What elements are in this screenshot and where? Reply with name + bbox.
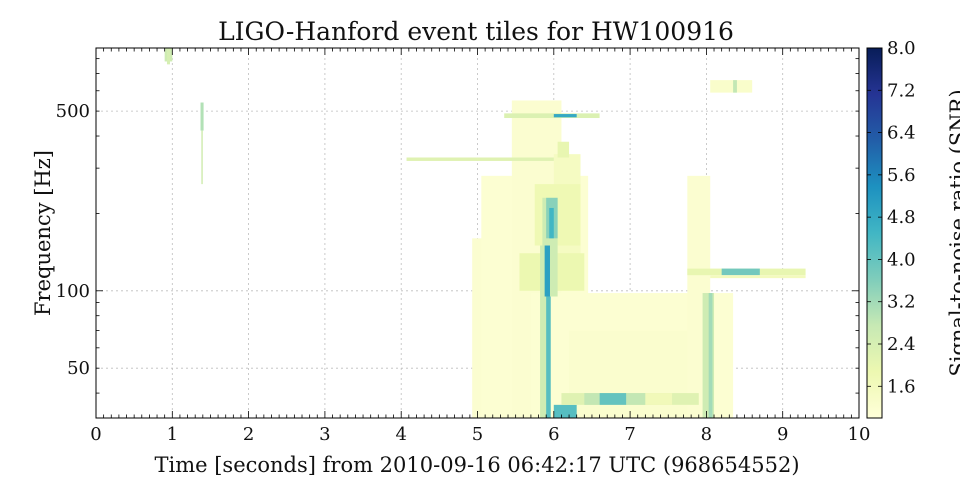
event-tile bbox=[708, 293, 713, 418]
colorbar-tick-label: 6.4 bbox=[887, 123, 916, 144]
x-axis: 0 1 2 3 4 5 6 7 8 9 10 bbox=[90, 48, 870, 445]
event-tile bbox=[733, 80, 737, 93]
event-tile bbox=[599, 393, 627, 405]
colorbar-tick-label: 7.2 bbox=[887, 80, 916, 101]
event-tile bbox=[569, 330, 699, 418]
event-tile bbox=[166, 48, 171, 65]
event-tile bbox=[710, 80, 753, 93]
y-axis: 50 100 500 bbox=[56, 58, 859, 394]
event-tile bbox=[626, 393, 646, 405]
y-tick-label: 500 bbox=[56, 101, 90, 122]
colorbar-tick-label: 1.6 bbox=[887, 376, 916, 397]
event-tile bbox=[557, 141, 570, 158]
event-tile bbox=[544, 245, 550, 297]
colorbar-tick-label: 8.0 bbox=[887, 38, 916, 59]
colorbar-tick-label: 2.4 bbox=[887, 334, 916, 355]
x-tick-label: 5 bbox=[472, 424, 483, 445]
event-tile bbox=[553, 404, 577, 418]
colorbar-label: Signal-to-noise ratio (SNR) bbox=[946, 89, 960, 376]
event-tile bbox=[546, 296, 551, 418]
event-tile bbox=[710, 275, 806, 279]
colorbar-tick-label: 4.0 bbox=[887, 249, 916, 270]
event-tile bbox=[549, 207, 554, 239]
x-tick-label: 0 bbox=[90, 424, 101, 445]
x-tick-label: 7 bbox=[624, 424, 635, 445]
event-tile bbox=[721, 268, 760, 276]
x-tick-label: 3 bbox=[319, 424, 330, 445]
x-tick-label: 4 bbox=[395, 424, 406, 445]
x-tick-label: 1 bbox=[167, 424, 178, 445]
event-tile bbox=[201, 130, 203, 185]
x-axis-label: Time [seconds] from 2010-09-16 06:42:17 … bbox=[154, 453, 799, 477]
event-tile bbox=[200, 102, 204, 131]
event-tile bbox=[584, 393, 600, 405]
event-tile bbox=[702, 293, 715, 418]
colorbar-tick-label: 5.6 bbox=[887, 165, 916, 186]
event-tile bbox=[504, 113, 600, 119]
x-tick-label: 8 bbox=[701, 424, 712, 445]
colorbar-tick-label: 3.2 bbox=[887, 292, 916, 313]
x-tick-label: 9 bbox=[777, 424, 788, 445]
event-tile bbox=[540, 245, 548, 418]
event-tile bbox=[645, 393, 673, 405]
x-tick-label: 10 bbox=[848, 424, 871, 445]
colorbar: 1.6 2.4 3.2 4.0 4.8 5.6 6.4 7.2 8.0 Signal-to-no… bbox=[866, 38, 960, 419]
event-tiles bbox=[164, 48, 806, 418]
colorbar-gradient bbox=[866, 47, 883, 419]
x-tick-label: 6 bbox=[548, 424, 559, 445]
y-tick-label: 50 bbox=[67, 358, 90, 379]
event-tile bbox=[553, 114, 577, 118]
event-tile bbox=[406, 157, 554, 161]
colorbar-tick-label: 4.8 bbox=[887, 207, 916, 228]
y-tick-label: 100 bbox=[56, 281, 90, 302]
x-tick-label: 2 bbox=[243, 424, 254, 445]
y-axis-label: Frequency [Hz] bbox=[31, 150, 55, 316]
chart-title: LIGO-Hanford event tiles for HW100916 bbox=[218, 17, 734, 46]
